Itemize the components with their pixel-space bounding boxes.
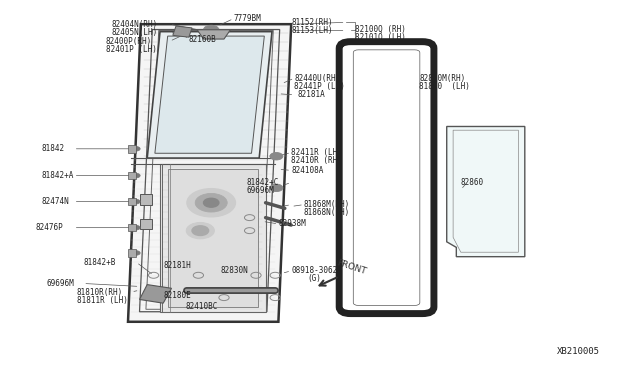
Text: 82404N(RH): 82404N(RH): [112, 20, 158, 29]
Circle shape: [192, 226, 209, 235]
Text: 81820  (LH): 81820 (LH): [419, 82, 470, 91]
Text: XB210005: XB210005: [557, 347, 600, 356]
Text: 82181A: 82181A: [298, 90, 325, 99]
Bar: [140, 194, 152, 205]
Polygon shape: [128, 24, 291, 322]
Text: 82410BC: 82410BC: [186, 302, 218, 311]
Text: 82101Q (LH): 82101Q (LH): [355, 33, 406, 42]
Text: 7779BM: 7779BM: [234, 14, 261, 23]
Bar: [128, 224, 136, 231]
Circle shape: [132, 251, 140, 255]
Polygon shape: [197, 30, 230, 39]
Polygon shape: [173, 26, 192, 37]
Text: 81842+B: 81842+B: [83, 258, 116, 267]
Text: 81842+A: 81842+A: [42, 171, 74, 180]
Text: FRONT: FRONT: [336, 259, 368, 276]
Circle shape: [132, 173, 140, 178]
Circle shape: [195, 193, 227, 212]
Text: 69696M: 69696M: [46, 279, 74, 288]
Text: 82401P (LH): 82401P (LH): [106, 45, 156, 54]
Text: 81842+C: 81842+C: [246, 178, 279, 187]
Polygon shape: [168, 169, 258, 307]
Text: 69696M: 69696M: [246, 186, 274, 195]
Text: 82441P (LH): 82441P (LH): [294, 82, 345, 91]
Text: 82405N(LH): 82405N(LH): [112, 28, 158, 37]
Text: (G): (G): [307, 275, 321, 283]
Polygon shape: [140, 285, 172, 303]
Circle shape: [186, 222, 214, 239]
Text: 81842: 81842: [42, 144, 65, 153]
Bar: [128, 249, 136, 257]
Circle shape: [270, 184, 283, 192]
Text: 81868N(LH): 81868N(LH): [304, 208, 350, 217]
Text: 82181H: 82181H: [163, 262, 191, 270]
Text: 82160B: 82160B: [189, 35, 216, 44]
Circle shape: [204, 25, 219, 34]
Circle shape: [204, 198, 219, 207]
Text: 81152(RH): 81152(RH): [291, 18, 333, 27]
Text: 82440U(RH): 82440U(RH): [294, 74, 340, 83]
Polygon shape: [147, 32, 272, 158]
Text: 82410R (RH): 82410R (RH): [291, 156, 342, 165]
Bar: [128, 198, 136, 205]
Text: 82411R (LH): 82411R (LH): [291, 148, 342, 157]
FancyBboxPatch shape: [353, 50, 420, 305]
Text: 81811R (LH): 81811R (LH): [77, 296, 127, 305]
Text: 81868M(RH): 81868M(RH): [304, 200, 350, 209]
Bar: [128, 172, 136, 179]
Circle shape: [187, 189, 236, 217]
Text: 82830N: 82830N: [221, 266, 248, 275]
Text: 82474N: 82474N: [42, 197, 69, 206]
Text: 81153(LH): 81153(LH): [291, 26, 333, 35]
Text: 82400P(RH): 82400P(RH): [106, 37, 152, 46]
Text: 824108A: 824108A: [291, 166, 324, 175]
Polygon shape: [155, 36, 264, 153]
Text: 82100Q (RH): 82100Q (RH): [355, 25, 406, 34]
Circle shape: [270, 153, 283, 160]
Text: 82476P: 82476P: [35, 223, 63, 232]
Polygon shape: [447, 126, 525, 257]
Text: 82180E: 82180E: [163, 291, 191, 300]
Bar: [140, 219, 152, 229]
Bar: [128, 145, 136, 153]
Text: 81810R(RH): 81810R(RH): [77, 288, 123, 296]
Circle shape: [132, 225, 140, 230]
Text: 08918-3062A: 08918-3062A: [291, 266, 342, 275]
Circle shape: [132, 199, 140, 204]
Circle shape: [132, 147, 140, 151]
Polygon shape: [160, 164, 266, 312]
Text: 82860: 82860: [461, 178, 484, 187]
Text: 82830M(RH): 82830M(RH): [419, 74, 465, 83]
Text: 82938M: 82938M: [278, 219, 306, 228]
